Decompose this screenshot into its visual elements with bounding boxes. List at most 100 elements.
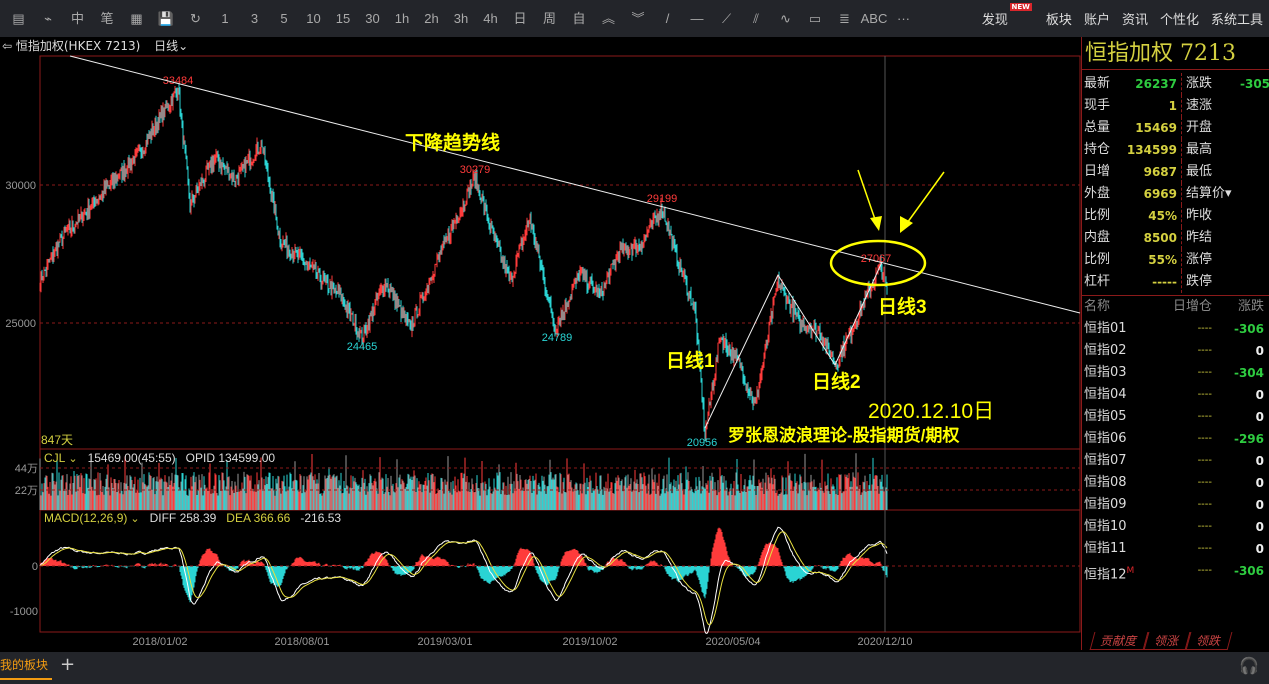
list-tab-1[interactable]: 领涨	[1143, 632, 1191, 650]
macd-indicator-select[interactable]: MACD(12,26,9)	[44, 511, 127, 525]
menu-item-3[interactable]: 资讯	[1122, 9, 1148, 28]
contract-name: 恒指09	[1082, 494, 1152, 516]
quote-value	[1240, 95, 1269, 117]
menu-item-5[interactable]: 系统工具	[1211, 9, 1263, 28]
list-item[interactable]: 恒指08 ---- 0	[1082, 472, 1269, 494]
refresh-icon[interactable]: ↻	[190, 11, 201, 26]
toolbar-item-28[interactable]: ≣	[839, 11, 850, 26]
menu-arrow-icon[interactable]: ⇦	[2, 39, 16, 53]
list-item[interactable]: 恒指05 ---- 0	[1082, 406, 1269, 428]
list-item[interactable]: 恒指07 ---- 0	[1082, 450, 1269, 472]
toolbar-item-12[interactable]: 30	[365, 11, 380, 26]
annotation-w1: 日线1	[666, 349, 715, 372]
kline-chart[interactable]: 30000 25000 0 -1000 44万 22万 2018/01/02 2018/08/…	[0, 37, 1081, 652]
chevron-down-icon[interactable]: ⌄	[130, 513, 139, 525]
toolbar-item-29[interactable]: ABC	[860, 11, 888, 26]
table-icon[interactable]: ▤	[12, 11, 25, 26]
contract-name: 恒指12M	[1082, 560, 1152, 582]
list-item[interactable]: 恒指12M ---- -306	[1082, 560, 1269, 582]
my-panel-tab[interactable]: 我的板块	[0, 652, 53, 680]
quote-value: 134599	[1122, 139, 1182, 161]
line-icon[interactable]: ⌁	[44, 11, 52, 26]
price-label: 33484	[163, 75, 194, 87]
date-tick: 2018/01/02	[132, 636, 187, 648]
toolbar-item-22[interactable]: /	[665, 11, 670, 26]
date-tick: 2018/08/01	[274, 636, 329, 648]
save-icon[interactable]: 💾	[157, 11, 175, 26]
menu-item-2[interactable]: 账户	[1084, 9, 1110, 28]
price-label: 20956	[687, 437, 718, 449]
quote-row: 持仓 134599 最高	[1082, 139, 1269, 161]
quote-row: 最新 26237 涨跌 -305	[1082, 73, 1269, 95]
annotation-trend: 下降趋势线	[405, 131, 500, 154]
draw-icon[interactable]: 笔	[100, 11, 114, 26]
toolbar-item-10[interactable]: 10	[306, 11, 321, 26]
kline-icon[interactable]: 中	[70, 11, 84, 26]
toolbar-item-17[interactable]: 日	[513, 11, 527, 26]
contract-name-text: 恒指04	[1084, 387, 1127, 402]
period-label: 日线	[154, 39, 179, 53]
list-item[interactable]: 恒指01 ---- -306	[1082, 318, 1269, 340]
toolbar-item-15[interactable]: 3h	[453, 11, 469, 26]
toolbar-item-16[interactable]: 4h	[483, 11, 498, 26]
quote-label: 比例	[1084, 252, 1111, 267]
column-header[interactable]: 名称	[1084, 299, 1111, 314]
quote-label: 结算价▾	[1186, 186, 1232, 201]
add-panel-button[interactable]: +	[60, 654, 76, 675]
list-tab-2[interactable]: 领跌	[1185, 632, 1233, 650]
period-select[interactable]: 日线⌄	[154, 39, 189, 53]
toolbar-item-25[interactable]: ⫽	[753, 11, 759, 26]
contract-name: 恒指08	[1082, 472, 1152, 494]
volume-value: 15469.00(45:55)	[88, 451, 176, 465]
list-item[interactable]: 恒指02 ---- 0	[1082, 340, 1269, 362]
toolbar-item-21[interactable]: ︾	[631, 11, 645, 26]
toolbar-item-11[interactable]: 15	[335, 11, 351, 26]
change-value: -296	[1233, 432, 1264, 446]
menu-item-0[interactable]: 发现 NEW	[982, 3, 1032, 28]
toolbar-item-26[interactable]: ∿	[780, 11, 791, 26]
toolbar-item-20[interactable]: ︽	[601, 11, 615, 26]
y-tick: 30000	[5, 180, 36, 192]
quote-label: 速涨	[1186, 98, 1213, 113]
toolbar-item-7[interactable]: 1	[221, 11, 229, 26]
list-item[interactable]: 恒指04 ---- 0	[1082, 384, 1269, 406]
toolbar-item-24[interactable]: ⟋	[721, 11, 732, 26]
list-header: 名称 日增仓 涨跌	[1082, 296, 1269, 318]
oi-change: ----	[1197, 455, 1212, 466]
chevron-down-icon[interactable]: ⌄	[68, 453, 77, 465]
change-value: 0	[1255, 454, 1264, 468]
list-item[interactable]: 恒指11 ---- 0	[1082, 538, 1269, 560]
toolbar-item-23[interactable]: —	[690, 11, 704, 26]
quote-value	[1240, 205, 1269, 227]
menu-item-1[interactable]: 板块	[1046, 9, 1072, 28]
headset-icon[interactable]: 🎧	[1239, 656, 1259, 675]
list-item[interactable]: 恒指09 ---- 0	[1082, 494, 1269, 516]
quote-label: 跌停	[1186, 274, 1213, 289]
quote-value: -----	[1122, 271, 1182, 293]
toolbar-item-19[interactable]: 自	[572, 11, 586, 26]
column-header[interactable]: 日增仓	[1172, 299, 1212, 314]
oi-change: ----	[1197, 389, 1212, 400]
change-value: 0	[1255, 498, 1264, 512]
list-item[interactable]: 恒指03 ---- -304	[1082, 362, 1269, 384]
list-item[interactable]: 恒指06 ---- -296	[1082, 428, 1269, 450]
toolbar-item-18[interactable]: 周	[542, 11, 556, 26]
toolbar-item-9[interactable]: 5	[280, 11, 288, 26]
price-label: 29199	[647, 193, 678, 205]
column-header[interactable]: 涨跌	[1237, 299, 1264, 314]
toolbar-item-14[interactable]: 2h	[424, 11, 439, 26]
toolbar-item-13[interactable]: 1h	[394, 11, 410, 26]
toolbar-item-8[interactable]: 3	[250, 11, 259, 26]
toolbar-item-27[interactable]: ▭	[808, 11, 822, 26]
list-tab-0[interactable]: 贡献度	[1089, 632, 1149, 650]
toolbar-item-30[interactable]: ···	[897, 11, 910, 26]
menu-item-4[interactable]: 个性化	[1160, 9, 1199, 28]
volume-indicator-select[interactable]: CJL	[44, 451, 66, 465]
list-item[interactable]: 恒指10 ---- 0	[1082, 516, 1269, 538]
oi-change: ----	[1197, 345, 1212, 356]
oi-change: ----	[1197, 367, 1212, 378]
downtrend-line	[69, 55, 1081, 314]
quote-row: 杠杆 ----- 跌停	[1082, 271, 1269, 293]
contract-name-text: 恒指01	[1084, 321, 1127, 336]
grid-icon[interactable]: ▦	[130, 11, 143, 26]
